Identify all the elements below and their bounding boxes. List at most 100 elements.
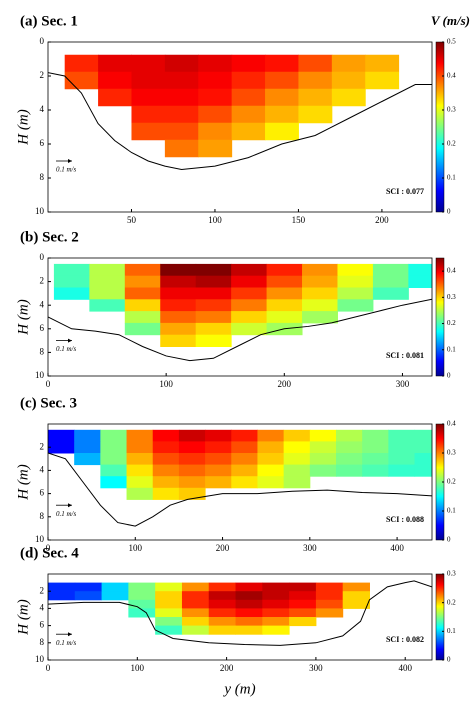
- bed-line: [48, 298, 432, 362]
- cell: [235, 617, 263, 627]
- cell: [160, 334, 197, 347]
- cell: [289, 617, 317, 627]
- colorbar-tick-label: 0.4: [447, 267, 456, 275]
- cell: [414, 464, 432, 477]
- x-tick-label: 300: [396, 379, 410, 389]
- cell: [298, 71, 333, 90]
- cell: [126, 476, 154, 489]
- x-tick-label: 300: [309, 663, 323, 673]
- cell: [388, 441, 416, 454]
- cell: [262, 599, 290, 609]
- scale-label: 0.1 m/s: [56, 510, 77, 518]
- cell: [164, 122, 199, 141]
- colorbar-tick-label: 0.2: [447, 319, 456, 327]
- x-tick-label: 100: [129, 543, 143, 553]
- cell: [262, 608, 290, 618]
- cell: [342, 582, 370, 592]
- cell: [160, 311, 197, 324]
- cell: [289, 591, 317, 601]
- panel-title: (a) Sec. 1: [20, 13, 78, 29]
- colorbar-tick-label: 0.1: [447, 174, 456, 182]
- cell: [231, 275, 268, 288]
- cell: [265, 105, 299, 124]
- cell: [195, 311, 232, 324]
- cell: [231, 453, 258, 466]
- cell: [235, 582, 263, 592]
- cell: [53, 275, 90, 288]
- cell: [337, 275, 374, 288]
- y-tick-label: 6: [40, 323, 45, 333]
- cell: [155, 608, 183, 618]
- x-tick-label: 0: [46, 663, 51, 673]
- cell: [126, 429, 154, 442]
- colorbar-tick-label: 0.4: [447, 420, 456, 428]
- cell: [98, 88, 132, 107]
- cell: [309, 453, 337, 466]
- colorbar-tick-label: 0.2: [447, 478, 456, 486]
- cell: [231, 122, 266, 141]
- colorbar-label: V (m/s): [431, 13, 470, 28]
- y-tick-label: 2: [40, 276, 45, 286]
- cell: [231, 464, 258, 477]
- y-tick-label: 2: [40, 70, 45, 80]
- field: [48, 54, 432, 171]
- cell: [283, 476, 311, 489]
- cell: [265, 71, 299, 90]
- cell: [266, 287, 303, 300]
- cell: [155, 599, 183, 609]
- cell: [262, 582, 290, 592]
- cell: [178, 476, 206, 489]
- x-tick-label: 400: [398, 663, 412, 673]
- cell: [152, 464, 180, 477]
- y-tick-label: 8: [40, 172, 45, 182]
- y-tick-label: 8: [40, 637, 45, 647]
- cell: [266, 275, 303, 288]
- cell: [198, 139, 233, 158]
- sci-label: SCI : 0.082: [386, 635, 424, 644]
- y-tick-label: 0: [40, 36, 45, 46]
- cell: [48, 441, 75, 454]
- cell: [315, 591, 344, 601]
- cell: [262, 617, 290, 627]
- cell: [181, 625, 210, 635]
- colorbar-tick-label: 0.2: [447, 140, 456, 148]
- cell: [164, 54, 199, 73]
- cell: [231, 311, 268, 324]
- cell: [181, 608, 210, 618]
- y-tick-label: 2: [40, 585, 45, 595]
- y-axis-label: H (m): [15, 109, 31, 145]
- cell: [152, 429, 180, 442]
- cell: [257, 476, 285, 489]
- colorbar-tick-label: 0.3: [447, 570, 456, 578]
- cell: [283, 429, 311, 442]
- y-tick-label: 4: [40, 299, 45, 309]
- cell: [266, 311, 303, 324]
- cell: [124, 311, 161, 324]
- sci-label: SCI : 0.081: [386, 351, 424, 360]
- cell: [155, 617, 183, 627]
- bed-line: [48, 580, 432, 646]
- cell: [195, 287, 232, 300]
- cell: [266, 263, 303, 277]
- x-tick-label: 100: [208, 215, 222, 225]
- cell: [205, 441, 232, 454]
- cell: [257, 429, 285, 442]
- bed-line: [48, 452, 432, 527]
- cell: [414, 453, 432, 466]
- cell: [372, 263, 409, 277]
- cell: [231, 429, 258, 442]
- cell: [98, 71, 132, 90]
- cell: [298, 105, 333, 124]
- cell: [298, 54, 333, 73]
- scale-arrow-head: [68, 338, 72, 343]
- cell: [131, 105, 166, 124]
- field: [48, 263, 432, 362]
- cell: [262, 625, 290, 635]
- cell: [309, 429, 337, 442]
- x-tick-label: 200: [375, 215, 389, 225]
- y-tick-label: 0: [40, 252, 45, 262]
- cell: [289, 582, 317, 592]
- cell: [315, 599, 344, 609]
- cell: [336, 453, 363, 466]
- cell: [178, 441, 206, 454]
